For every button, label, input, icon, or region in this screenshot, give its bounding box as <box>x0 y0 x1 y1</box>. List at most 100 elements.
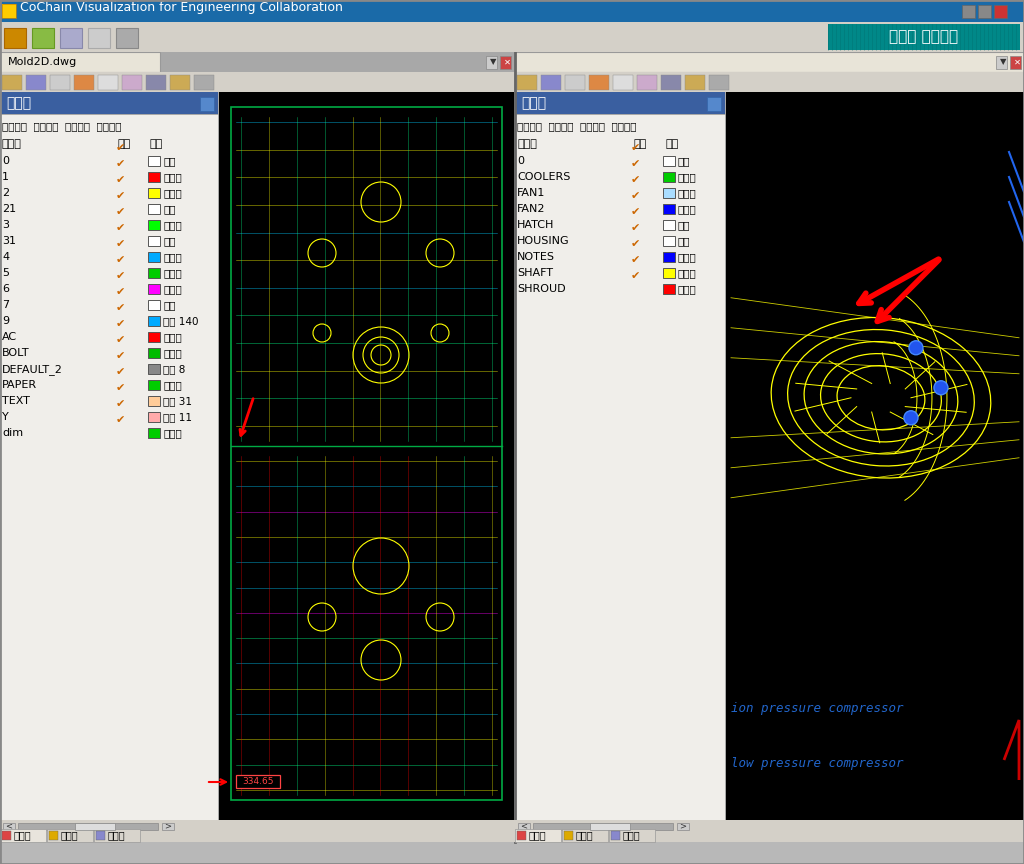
Text: 마크업: 마크업 <box>575 830 594 840</box>
Bar <box>962 5 975 18</box>
Text: BOLT: BOLT <box>2 348 30 358</box>
Bar <box>200 97 214 111</box>
Text: 31: 31 <box>2 236 16 246</box>
Text: ✔: ✔ <box>116 271 125 281</box>
Text: 1: 1 <box>2 172 9 182</box>
Bar <box>148 332 160 342</box>
Bar <box>709 75 729 90</box>
Text: 색상 11: 색상 11 <box>163 412 193 422</box>
Text: 꽀구단 협업환경: 꽀구단 협업환경 <box>890 29 958 45</box>
Bar <box>148 316 160 326</box>
Bar <box>663 188 675 198</box>
Text: <: < <box>520 822 527 830</box>
Text: 뉴설정: 뉴설정 <box>108 830 126 840</box>
Bar <box>637 75 657 90</box>
Text: FAN2: FAN2 <box>517 204 546 214</box>
Bar <box>0 114 218 820</box>
Bar <box>116 28 138 48</box>
Bar <box>996 56 1007 69</box>
Bar <box>0 72 514 92</box>
Text: ✔: ✔ <box>631 207 640 217</box>
Text: 3: 3 <box>2 220 9 230</box>
Bar <box>26 75 46 90</box>
Text: 흰색: 흰색 <box>678 156 690 166</box>
Text: Y: Y <box>2 412 9 422</box>
Bar <box>663 268 675 278</box>
Bar <box>978 5 991 18</box>
Bar <box>589 75 609 90</box>
Bar <box>32 28 54 48</box>
Bar <box>685 75 705 90</box>
Bar <box>565 75 585 90</box>
Bar <box>564 831 573 840</box>
Text: COOLERS: COOLERS <box>517 172 570 182</box>
Bar <box>0 22 1024 52</box>
Bar <box>663 236 675 246</box>
Text: 색상 140: 색상 140 <box>163 316 199 326</box>
Text: ✔: ✔ <box>116 303 125 313</box>
Bar <box>663 204 675 214</box>
Bar <box>75 823 115 830</box>
Text: 흰색: 흰색 <box>678 236 690 246</box>
Bar <box>50 75 70 90</box>
Bar <box>148 348 160 358</box>
Circle shape <box>934 381 948 395</box>
Bar <box>663 172 675 182</box>
Text: 6: 6 <box>2 284 9 294</box>
Text: ✔: ✔ <box>116 351 125 361</box>
Bar <box>0 820 515 842</box>
Circle shape <box>909 340 923 355</box>
Text: 전체선택  선택켜기  선택끄기  반전켜기: 전체선택 선택켜기 선택끄기 반전켜기 <box>517 121 637 131</box>
Text: ✔: ✔ <box>631 239 640 249</box>
Bar <box>148 204 160 214</box>
Bar <box>486 56 497 69</box>
Bar <box>0 92 218 114</box>
Bar <box>148 300 160 310</box>
Text: 노란색: 노란색 <box>163 188 181 198</box>
Text: SHAFT: SHAFT <box>517 268 553 278</box>
Bar <box>517 75 537 90</box>
Text: ion pressure compressor: ion pressure compressor <box>731 702 903 715</box>
Text: NOTES: NOTES <box>517 252 555 262</box>
Text: ✔: ✔ <box>116 191 125 201</box>
Text: ▼: ▼ <box>489 58 497 67</box>
Text: ✔: ✔ <box>631 223 640 233</box>
Text: dim: dim <box>2 428 24 438</box>
Bar <box>148 396 160 406</box>
Text: 흰색: 흰색 <box>163 300 175 310</box>
Circle shape <box>904 410 918 425</box>
Text: ✔: ✔ <box>116 239 125 249</box>
Text: AC: AC <box>2 332 17 342</box>
Bar <box>515 92 725 114</box>
Bar <box>94 829 140 842</box>
Bar <box>662 75 681 90</box>
Text: ✔: ✔ <box>116 287 125 297</box>
Text: 선통색: 선통색 <box>163 284 181 294</box>
Bar <box>148 284 160 294</box>
Bar <box>148 220 160 230</box>
Text: 조록색: 조록색 <box>163 348 181 358</box>
Text: ✔: ✔ <box>116 207 125 217</box>
Text: 파란색: 파란색 <box>678 204 696 214</box>
Bar <box>663 252 675 262</box>
Text: SHROUD: SHROUD <box>517 284 565 294</box>
Text: 하늘색: 하늘색 <box>678 188 696 198</box>
Text: 334.65: 334.65 <box>243 777 273 786</box>
Text: 5: 5 <box>2 268 9 278</box>
Bar <box>148 268 160 278</box>
Bar <box>148 252 160 262</box>
Bar <box>2 4 16 18</box>
Text: 21: 21 <box>2 204 16 214</box>
Text: ✔: ✔ <box>116 223 125 233</box>
Text: ✕: ✕ <box>1014 58 1021 67</box>
Text: ✔: ✔ <box>116 399 125 409</box>
Bar <box>96 831 105 840</box>
Text: Mold2D.dwg: Mold2D.dwg <box>8 57 77 67</box>
Bar <box>2 4 16 18</box>
Text: FAN1: FAN1 <box>517 188 546 198</box>
Text: low pressure compressor: low pressure compressor <box>731 757 903 770</box>
Bar <box>613 75 633 90</box>
Text: CoChain Visualization for Engineering Collaboration: CoChain Visualization for Engineering Co… <box>20 1 343 14</box>
Text: 조록색: 조록색 <box>163 428 181 438</box>
Text: 레이어: 레이어 <box>2 139 22 149</box>
